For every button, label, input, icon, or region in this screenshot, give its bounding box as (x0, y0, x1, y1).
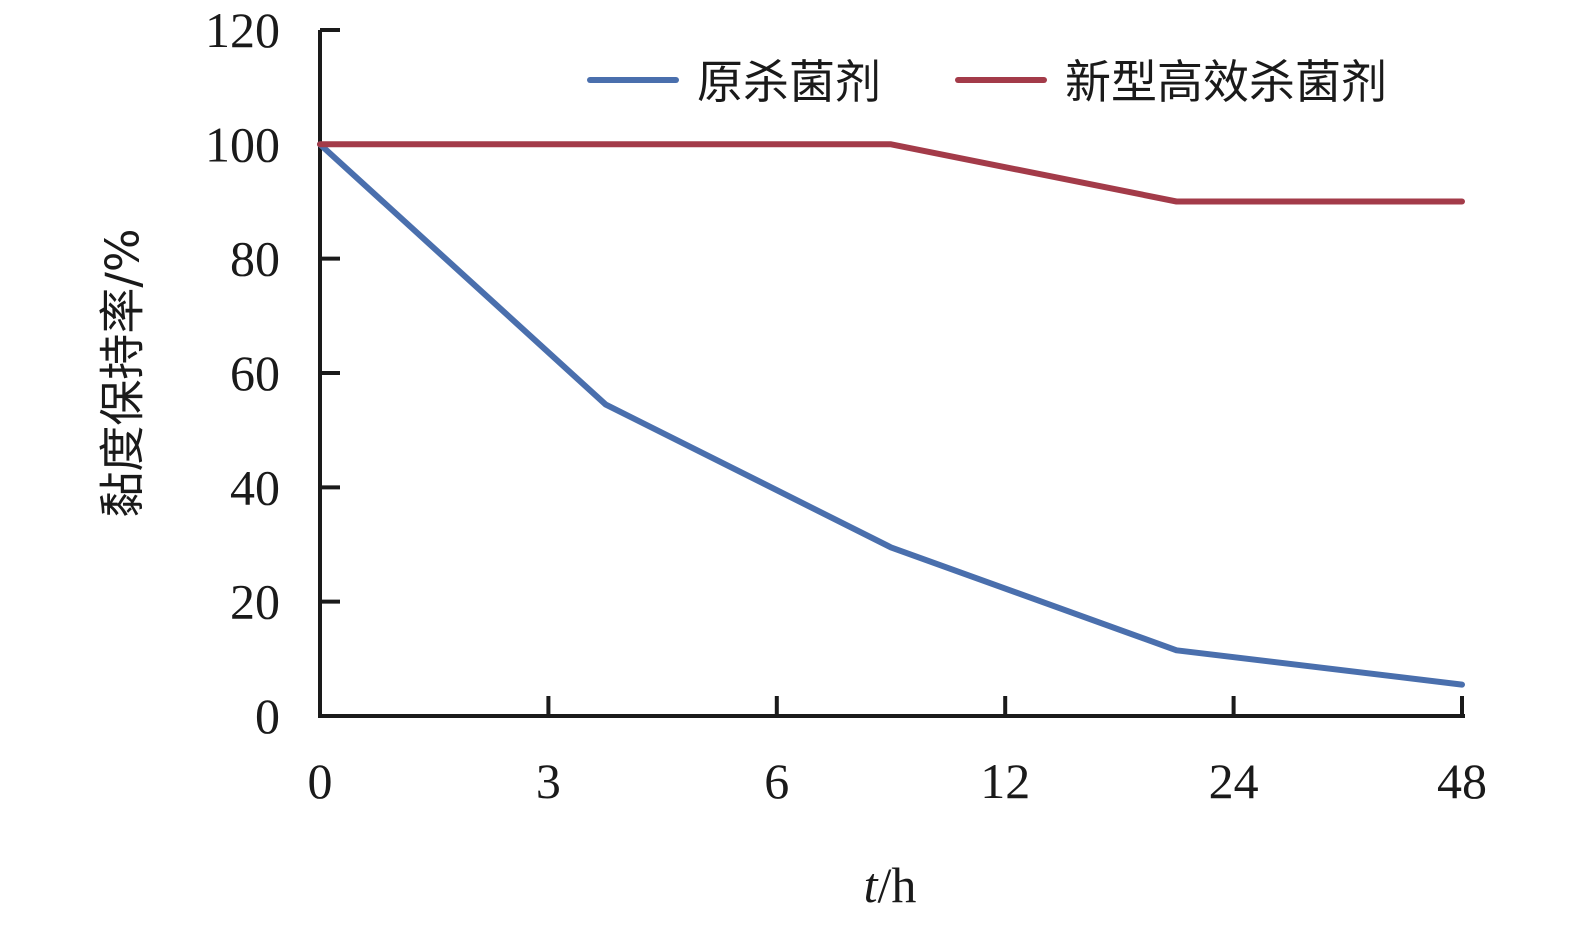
x-tick-label: 0 (308, 753, 333, 809)
x-tick-label: 3 (536, 753, 561, 809)
x-ticks: 0 3 6 12 24 48 (308, 696, 1487, 809)
x-tick-label: 24 (1209, 753, 1259, 809)
axes (318, 30, 1465, 718)
series-layer (317, 141, 1465, 688)
y-tick-label: 20 (230, 574, 280, 630)
series-line-original-biocide (317, 141, 1465, 688)
y-axis-title: 黏度保持率/% (96, 228, 150, 517)
legend-label-original-biocide: 原杀菌剂 (697, 55, 881, 109)
series-line-new-biocide (317, 141, 1465, 205)
y-tick-label: 0 (255, 688, 280, 744)
y-tick-label: 100 (205, 116, 280, 172)
x-axis-title: t/h (864, 857, 917, 913)
y-tick-label: 120 (205, 2, 280, 58)
legend: 原杀菌剂 新型高效杀菌剂 (587, 55, 1387, 109)
x-tick-label: 48 (1437, 753, 1487, 809)
y-tick-label: 80 (230, 231, 280, 287)
legend-label-new-biocide: 新型高效杀菌剂 (1065, 55, 1387, 109)
x-tick-label: 12 (980, 753, 1030, 809)
x-tick-label: 6 (764, 753, 789, 809)
y-tick-label: 40 (230, 459, 280, 515)
x-axis-variable: t (864, 857, 879, 913)
y-tick-label: 60 (230, 345, 280, 401)
x-axis-unit: /h (878, 857, 917, 913)
